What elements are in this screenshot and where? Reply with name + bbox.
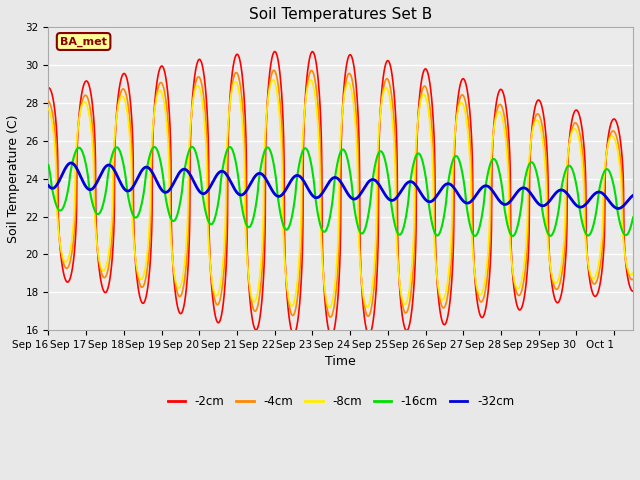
Legend: -2cm, -4cm, -8cm, -16cm, -32cm: -2cm, -4cm, -8cm, -16cm, -32cm (163, 391, 519, 413)
Text: BA_met: BA_met (60, 36, 107, 47)
X-axis label: Time: Time (325, 356, 356, 369)
Y-axis label: Soil Temperature (C): Soil Temperature (C) (7, 114, 20, 243)
Title: Soil Temperatures Set B: Soil Temperatures Set B (249, 7, 433, 22)
